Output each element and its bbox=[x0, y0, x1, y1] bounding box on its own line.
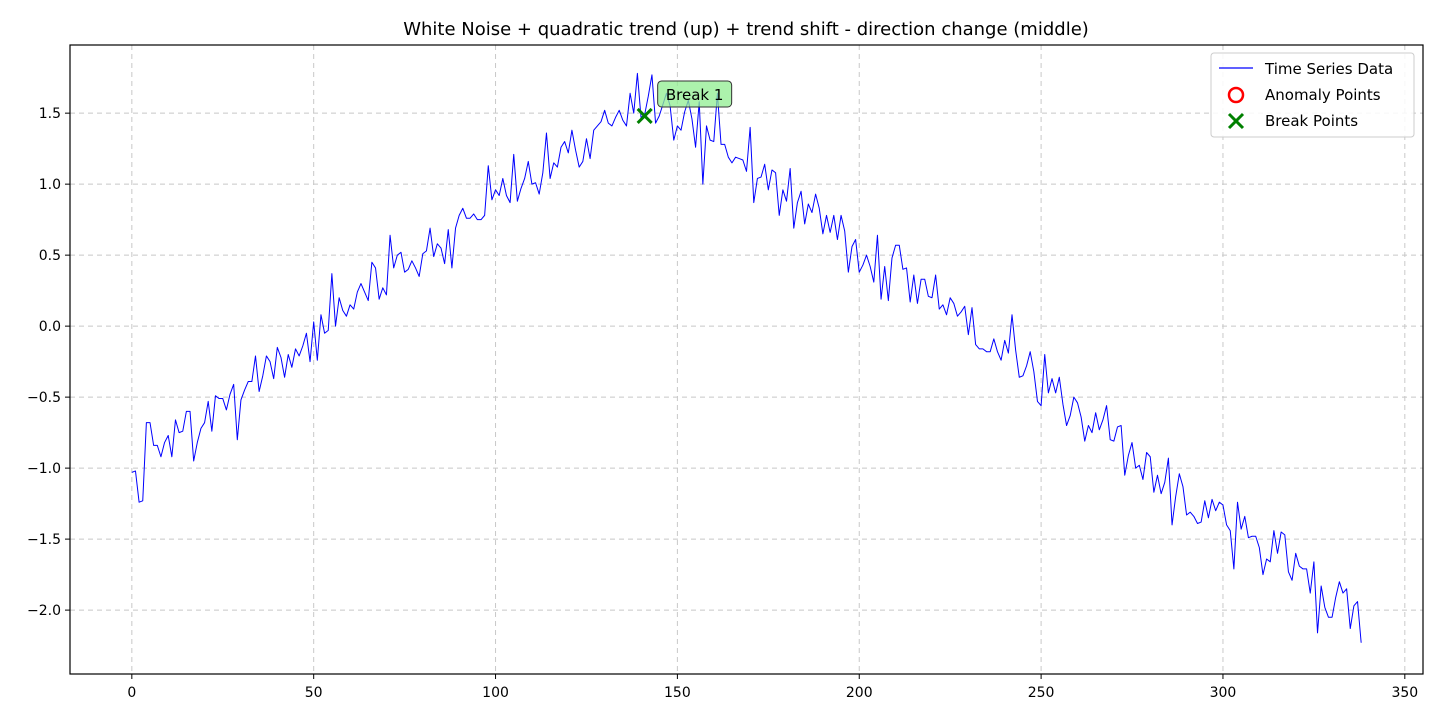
y-tick-label: 1.5 bbox=[39, 106, 61, 122]
x-tick-label: 50 bbox=[305, 685, 323, 701]
legend-label-break: Break Points bbox=[1265, 112, 1358, 130]
y-tick-label: 0.0 bbox=[39, 319, 61, 335]
y-axis: −2.0 −1.5 −1.0 −0.5 0.0 0.5 1.0 1.5 bbox=[27, 106, 70, 619]
x-tick-label: 150 bbox=[664, 685, 691, 701]
break-point-marker bbox=[636, 107, 653, 125]
break-annotation: Break 1 bbox=[657, 80, 733, 108]
plot-frame bbox=[69, 44, 1424, 675]
x-tick-label: 0 bbox=[127, 685, 136, 701]
legend-break-swatch bbox=[1227, 112, 1245, 130]
break-annotation-box bbox=[657, 80, 733, 108]
legend: Time Series Data Anomaly Points Break Po… bbox=[1210, 52, 1415, 138]
y-tick-label: −1.0 bbox=[27, 461, 61, 477]
legend-box bbox=[1210, 52, 1415, 138]
x-tick-label: 350 bbox=[1391, 685, 1418, 701]
y-tick-label: 0.5 bbox=[39, 248, 61, 264]
grid bbox=[70, 45, 1423, 674]
y-tick-label: −2.0 bbox=[27, 603, 61, 619]
break-markers: Break 1 bbox=[636, 80, 733, 125]
legend-anomaly-swatch bbox=[1227, 86, 1245, 104]
y-tick-label: 1.0 bbox=[39, 177, 61, 193]
x-tick-label: 300 bbox=[1210, 685, 1237, 701]
chart-title: White Noise + quadratic trend (up) + tre… bbox=[403, 19, 1089, 40]
x-tick-label: 250 bbox=[1028, 685, 1055, 701]
legend-label-series: Time Series Data bbox=[1264, 60, 1393, 78]
series-layer bbox=[131, 72, 1362, 643]
x-tick-label: 200 bbox=[846, 685, 873, 701]
x-axis: 0 50 100 150 200 250 300 350 bbox=[127, 674, 1418, 701]
y-tick-label: −1.5 bbox=[27, 532, 61, 548]
break-annotation-label: Break 1 bbox=[666, 86, 724, 104]
legend-label-anomaly: Anomaly Points bbox=[1265, 86, 1381, 104]
y-tick-label: −0.5 bbox=[27, 390, 61, 406]
series-line bbox=[131, 72, 1362, 643]
x-tick-label: 100 bbox=[482, 685, 509, 701]
